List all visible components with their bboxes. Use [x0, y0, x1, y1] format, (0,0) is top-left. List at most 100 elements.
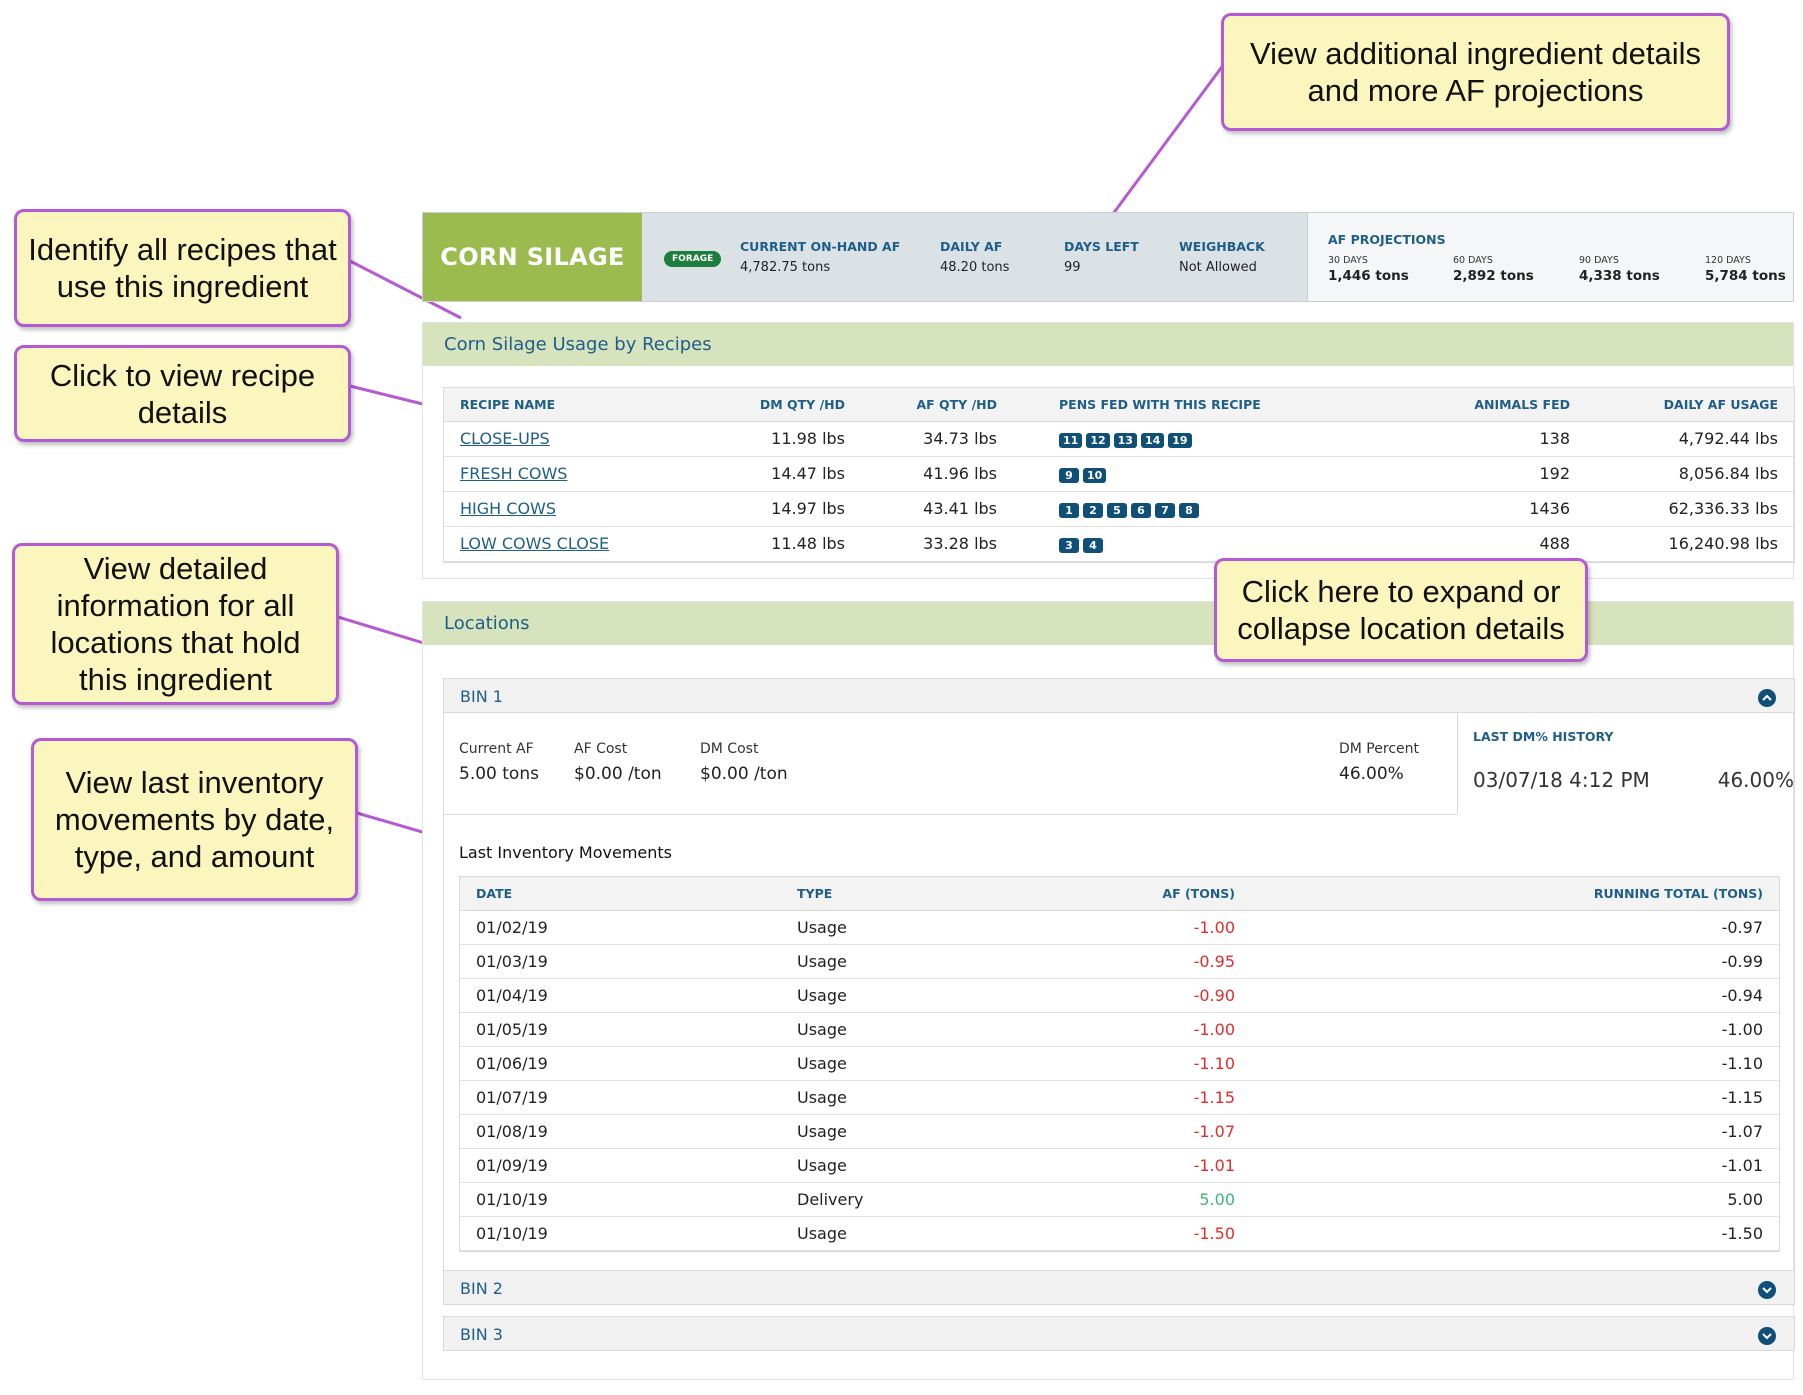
field-label: AF Cost — [574, 741, 628, 757]
pen-badge[interactable]: 8 — [1179, 503, 1199, 518]
movement-type: Usage — [781, 978, 1081, 1013]
movements-table-wrap: DATE TYPE AF (TONS) RUNNING TOTAL (TONS)… — [459, 876, 1780, 1252]
movement-row: 01/06/19 Usage -1.10 -1.10 — [460, 1046, 1779, 1081]
pen-badge[interactable]: 7 — [1155, 503, 1175, 518]
col-running-total: RUNNING TOTAL (TONS) — [1251, 877, 1779, 911]
bin-3-header[interactable]: BIN 3 — [443, 1316, 1795, 1351]
field-value: 5.00 tons — [459, 764, 539, 784]
recipe-name-cell: HIGH COWS — [444, 491, 712, 527]
projection-60: 60 DAYS 2,892 tons — [1453, 255, 1534, 284]
collapse-chevron-icon[interactable] — [1758, 689, 1776, 707]
movements-header-row: DATE TYPE AF (TONS) RUNNING TOTAL (TONS) — [460, 877, 1779, 911]
af-projections-title: AF PROJECTIONS — [1328, 232, 1446, 247]
recipe-link[interactable]: CLOSE-UPS — [460, 429, 550, 448]
field-value: $0.00 /ton — [700, 764, 788, 784]
field-value: 46.00% — [1339, 764, 1404, 784]
movement-af: -0.95 — [1081, 944, 1251, 979]
recipe-row: HIGH COWS 14.97 lbs 43.41 lbs 1 2 5 6 7 8 1436 62,… — [444, 491, 1794, 527]
pen-badge[interactable]: 19 — [1168, 433, 1192, 448]
bin-1-header[interactable]: BIN 1 — [443, 678, 1795, 713]
movement-af: -1.10 — [1081, 1046, 1251, 1081]
movement-row: 01/07/19 Usage -1.15 -1.15 — [460, 1080, 1779, 1115]
movement-type: Delivery — [781, 1182, 1081, 1217]
recipe-link[interactable]: LOW COWS CLOSE — [460, 534, 610, 553]
movement-date: 01/03/19 — [460, 944, 781, 979]
pen-badge[interactable]: 5 — [1107, 503, 1127, 518]
pen-badge[interactable]: 9 — [1059, 468, 1079, 483]
stat-label: WEIGHBACK — [1179, 239, 1265, 254]
field-value: $0.00 /ton — [574, 764, 662, 784]
movement-date: 01/04/19 — [460, 978, 781, 1013]
daily-usage-cell: 4,792.44 lbs — [1586, 421, 1794, 457]
dm-history-datetime: 03/07/18 4:12 PM — [1473, 768, 1650, 792]
stat-daily-af: DAILY AF 48.20 tons — [940, 239, 1009, 275]
expand-chevron-icon[interactable] — [1758, 1281, 1776, 1299]
stat-value: 99 — [1064, 260, 1081, 275]
movement-af: -1.15 — [1081, 1080, 1251, 1115]
movement-row: 01/02/19 Usage -1.00 -0.97 — [460, 910, 1779, 945]
movement-date: 01/06/19 — [460, 1046, 781, 1081]
projection-days: 90 DAYS — [1579, 255, 1619, 266]
recipes-panel-title: Corn Silage Usage by Recipes — [444, 334, 712, 355]
last-dm-history: LAST DM% HISTORY 03/07/18 4:12 PM 46.00% — [1457, 713, 1794, 814]
movement-running-total: -0.97 — [1251, 910, 1779, 945]
movement-type: Usage — [781, 1216, 1081, 1251]
field-af-cost: AF Cost $0.00 /ton — [574, 741, 662, 784]
locations-panel-title: Locations — [444, 613, 530, 634]
recipe-row: FRESH COWS 14.47 lbs 41.96 lbs 9 10 192 8,056.… — [444, 456, 1794, 492]
bin-2-header[interactable]: BIN 2 — [443, 1270, 1795, 1305]
pen-badge[interactable]: 13 — [1113, 433, 1137, 448]
movement-type: Usage — [781, 1080, 1081, 1115]
bin-name: BIN 3 — [460, 1325, 503, 1344]
bin-name: BIN 2 — [460, 1279, 503, 1298]
callout-ingredient-details: View additional ingredient details and m… — [1221, 13, 1730, 131]
stat-current-on-hand: CURRENT ON-HAND AF 4,782.75 tons — [740, 239, 900, 275]
pen-badge[interactable]: 3 — [1059, 538, 1079, 553]
daily-usage-cell: 16,240.98 lbs — [1586, 526, 1794, 562]
recipes-header-row: RECIPE NAME DM QTY /HD AF QTY /HD PENS F… — [444, 388, 1794, 422]
movement-date: 01/09/19 — [460, 1148, 781, 1183]
movement-running-total: -0.99 — [1251, 944, 1779, 979]
col-dm-qty: DM QTY /HD — [712, 388, 861, 422]
expand-chevron-icon[interactable] — [1758, 1327, 1776, 1345]
movement-row: 01/03/19 Usage -0.95 -0.99 — [460, 944, 1779, 979]
af-qty-cell: 43.41 lbs — [861, 491, 1013, 527]
recipe-link[interactable]: FRESH COWS — [460, 464, 568, 483]
pen-badge[interactable]: 1 — [1059, 503, 1079, 518]
field-label: DM Percent — [1339, 741, 1419, 757]
dm-qty-cell: 11.48 lbs — [712, 526, 861, 562]
col-daily-af-usage: DAILY AF USAGE — [1586, 388, 1794, 422]
pen-badge[interactable]: 4 — [1083, 538, 1103, 553]
ingredient-name: CORN SILAGE — [440, 243, 625, 271]
divider — [444, 814, 1457, 815]
movement-running-total: -1.00 — [1251, 1012, 1779, 1047]
field-label: DM Cost — [700, 741, 759, 757]
col-af-qty: AF QTY /HD — [861, 388, 1013, 422]
stat-label: CURRENT ON-HAND AF — [740, 239, 901, 254]
projection-tons: 4,338 tons — [1579, 268, 1660, 284]
projection-90: 90 DAYS 4,338 tons — [1579, 255, 1660, 284]
recipes-panel: Corn Silage Usage by Recipes RECIPE NAME… — [422, 322, 1795, 579]
callout-expand-collapse: Click here to expand or collapse locatio… — [1214, 558, 1588, 662]
pen-badge[interactable]: 2 — [1083, 503, 1103, 518]
projection-days: 120 DAYS — [1705, 255, 1751, 266]
animals-fed-cell: 488 — [1373, 526, 1586, 562]
pen-badge[interactable]: 12 — [1086, 433, 1110, 448]
col-pens-fed: PENS FED WITH THIS RECIPE — [1013, 388, 1373, 422]
field-dm-percent: DM Percent 46.00% — [1339, 741, 1419, 784]
bin-name: BIN 1 — [460, 687, 503, 706]
pen-badge[interactable]: 10 — [1083, 468, 1107, 483]
recipe-link[interactable]: HIGH COWS — [460, 499, 557, 518]
movement-row: 01/04/19 Usage -0.90 -0.94 — [460, 978, 1779, 1013]
pen-badge[interactable]: 14 — [1140, 433, 1165, 448]
movement-running-total: 5.00 — [1251, 1182, 1779, 1217]
movement-type: Usage — [781, 1012, 1081, 1047]
animals-fed-cell: 1436 — [1373, 491, 1586, 527]
col-animals-fed: ANIMALS FED — [1373, 388, 1586, 422]
dm-history-title: LAST DM% HISTORY — [1473, 729, 1614, 744]
pen-badge[interactable]: 11 — [1059, 433, 1083, 448]
pen-badge[interactable]: 6 — [1131, 503, 1151, 518]
stat-value: 48.20 tons — [940, 260, 1010, 275]
callout-identify-recipes: Identify all recipes that use this ingre… — [14, 209, 351, 327]
